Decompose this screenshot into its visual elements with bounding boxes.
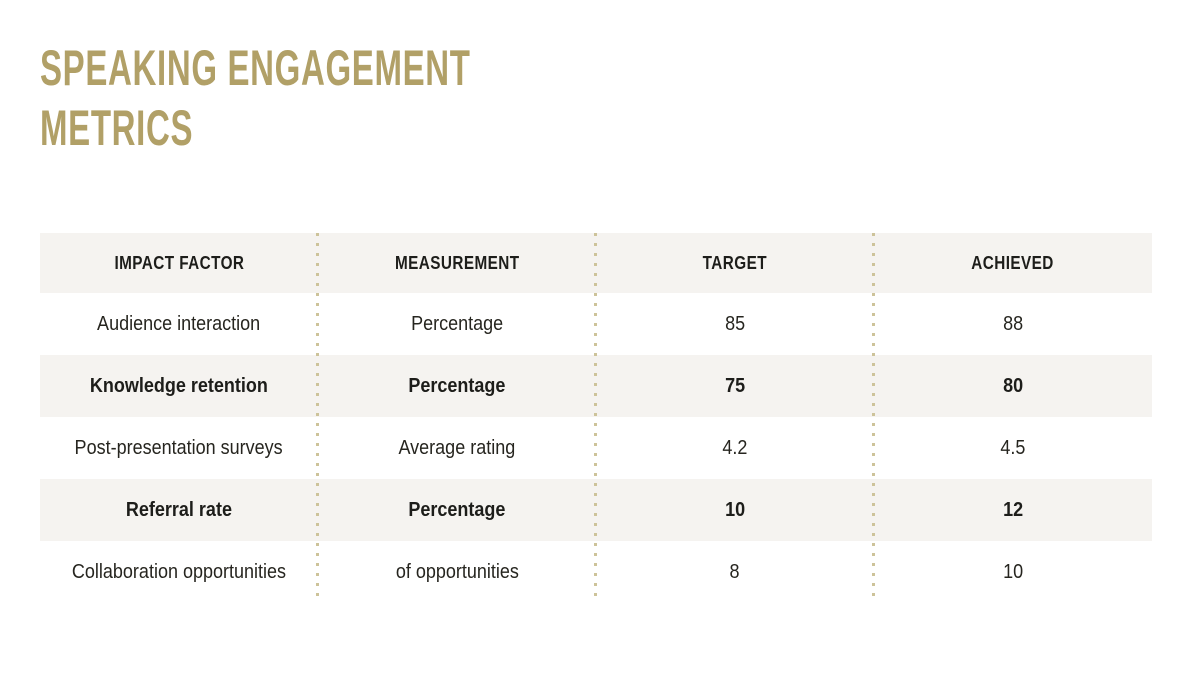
- cell-impact-factor: Knowledge retention: [40, 355, 318, 417]
- table-row: Post-presentation surveys Average rating…: [40, 417, 1152, 479]
- cell-impact-factor: Audience interaction: [40, 293, 318, 355]
- cell-impact-factor: Referral rate: [40, 479, 318, 541]
- cell-target: 75: [596, 355, 874, 417]
- cell-text: Post-presentation surveys: [74, 436, 284, 459]
- page-title: SPEAKING ENGAGEMENT METRICS: [40, 38, 471, 158]
- column-header-label: TARGET: [702, 252, 768, 273]
- cell-text: Collaboration opportunities: [71, 560, 287, 583]
- cell-target: 8: [596, 541, 874, 603]
- metrics-table: IMPACT FACTOR MEASUREMENT TARGET ACHIEVE…: [40, 233, 1152, 603]
- column-header-measurement: MEASUREMENT: [318, 233, 596, 293]
- column-divider-1: [316, 233, 319, 603]
- cell-text: 10: [1002, 560, 1024, 583]
- cell-achieved: 10: [874, 541, 1152, 603]
- page-title-line-2: METRICS: [40, 100, 194, 156]
- cell-impact-factor: Post-presentation surveys: [40, 417, 318, 479]
- cell-measurement: Average rating: [318, 417, 596, 479]
- cell-text: 12: [1002, 498, 1024, 521]
- cell-target: 85: [596, 293, 874, 355]
- cell-target: 4.2: [596, 417, 874, 479]
- cell-achieved: 80: [874, 355, 1152, 417]
- column-header-label: IMPACT FACTOR: [114, 252, 244, 273]
- cell-text: Referral rate: [125, 498, 233, 521]
- cell-text: of opportunities: [395, 560, 519, 583]
- cell-text: 75: [724, 374, 746, 397]
- cell-text: 4.2: [722, 436, 748, 459]
- column-divider-3: [872, 233, 875, 603]
- cell-text: Percentage: [408, 374, 506, 397]
- column-header-target: TARGET: [596, 233, 874, 293]
- column-divider-2: [594, 233, 597, 603]
- cell-measurement: Percentage: [318, 355, 596, 417]
- cell-text: Knowledge retention: [89, 374, 269, 397]
- cell-text: Percentage: [410, 312, 504, 335]
- column-header-achieved: ACHIEVED: [874, 233, 1152, 293]
- table-row: Collaboration opportunities of opportuni…: [40, 541, 1152, 603]
- cell-text: Percentage: [408, 498, 506, 521]
- cell-measurement: Percentage: [318, 293, 596, 355]
- column-header-label: ACHIEVED: [971, 252, 1055, 273]
- cell-measurement: Percentage: [318, 479, 596, 541]
- table-row: Audience interaction Percentage 85 88: [40, 293, 1152, 355]
- cell-achieved: 12: [874, 479, 1152, 541]
- cell-text: 80: [1002, 374, 1024, 397]
- cell-text: Average rating: [398, 436, 516, 459]
- cell-achieved: 88: [874, 293, 1152, 355]
- page-title-line-1: SPEAKING ENGAGEMENT: [40, 40, 471, 96]
- column-header-label: MEASUREMENT: [394, 252, 520, 273]
- cell-text: Audience interaction: [97, 312, 261, 335]
- cell-impact-factor: Collaboration opportunities: [40, 541, 318, 603]
- cell-achieved: 4.5: [874, 417, 1152, 479]
- cell-text: 4.5: [1000, 436, 1026, 459]
- cell-text: 85: [724, 312, 746, 335]
- cell-target: 10: [596, 479, 874, 541]
- cell-text: 88: [1002, 312, 1024, 335]
- cell-text: 8: [729, 560, 741, 583]
- cell-text: 10: [724, 498, 746, 521]
- column-header-impact-factor: IMPACT FACTOR: [40, 233, 318, 293]
- cell-measurement: of opportunities: [318, 541, 596, 603]
